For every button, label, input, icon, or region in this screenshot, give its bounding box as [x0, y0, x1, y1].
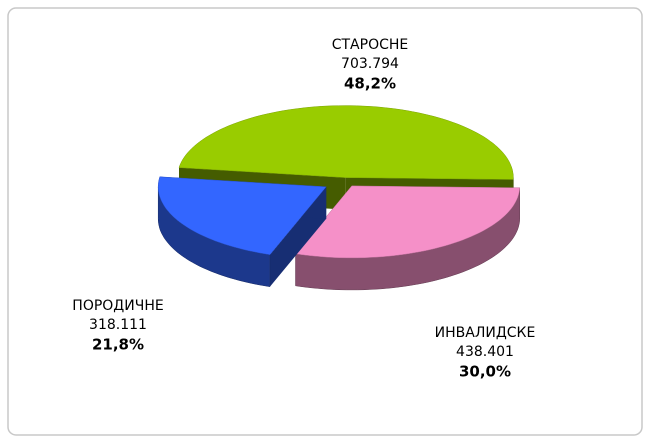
slice-value: 318.111	[89, 317, 147, 333]
slice-top	[178, 105, 514, 180]
slice-value: 703.794	[341, 56, 399, 72]
slice-percent: 48,2%	[344, 75, 396, 93]
slice-value: 438.401	[456, 344, 514, 360]
slice-top	[157, 176, 327, 255]
slice-percent: 30,0%	[459, 363, 511, 381]
slice-percent: 21,8%	[92, 336, 144, 354]
slice-top	[295, 185, 520, 259]
pie-slice	[295, 185, 520, 291]
slice-label: ПОРОДИЧНЕ	[72, 298, 163, 314]
pie-slice	[157, 176, 327, 287]
slice-label: СТАРОСНЕ	[332, 37, 409, 53]
slice-label: ИНВАЛИДСКЕ	[435, 325, 536, 341]
